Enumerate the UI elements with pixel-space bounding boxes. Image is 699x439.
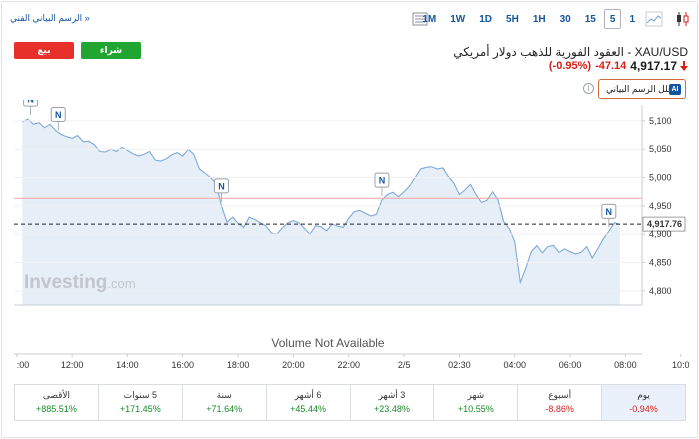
candlestick-icon[interactable] — [675, 10, 691, 28]
performance-cell[interactable]: الأقصى +885.51% — [15, 385, 98, 420]
interval-15[interactable]: 15 — [584, 14, 596, 25]
performance-value: +23.48% — [374, 404, 410, 414]
x-tick-label: 20:00 — [282, 360, 305, 370]
ai-badge: AI — [669, 84, 681, 95]
price-row: (-0.95%) -47.14 4,917.17 — [549, 59, 688, 73]
x-tick-label: 08:00 — [614, 360, 637, 370]
performance-period: الأقصى — [42, 390, 71, 400]
performance-value: +885.51% — [36, 404, 77, 414]
performance-period: 6 أشهر — [294, 390, 322, 400]
performance-table: يوم -0.94% أسبوع -8.86% شهر +10.55% 3 أشهر +23.… — [14, 384, 686, 421]
last-price-tag-label: 4,917.76 — [647, 219, 682, 229]
performance-value: +71.64% — [206, 404, 243, 414]
news-marker-label: N — [55, 110, 62, 120]
performance-cell[interactable]: 5 سنوات +171.45% — [97, 385, 182, 420]
volume-not-available: Volume Not Available — [271, 336, 385, 350]
chart-toolbar: الرسم البياني الفني » 1M 1W 1D 5H 1H 30 15 5 1 — [0, 8, 699, 32]
down-arrow-icon — [680, 61, 688, 71]
x-tick-label: 02:30 — [448, 360, 471, 370]
news-marker[interactable] — [213, 178, 229, 194]
x-tick-label: 04:00 — [503, 360, 526, 370]
y-tick-label: 4,800 — [649, 286, 672, 296]
y-tick-label: 5,000 — [649, 173, 672, 183]
performance-cell[interactable]: 6 أشهر +45.44% — [265, 385, 350, 420]
last-price-tag — [642, 216, 686, 232]
x-tick-label: 06:00 — [559, 360, 582, 370]
change-percent: (-0.95%) — [548, 60, 592, 72]
news-marker-label: N — [606, 207, 613, 217]
interval-1[interactable]: 1 — [629, 14, 635, 25]
price-area — [22, 119, 620, 305]
performance-value: +45.44% — [290, 404, 326, 414]
y-tick-label: 5,100 — [649, 116, 672, 126]
performance-cell[interactable]: سنة +71.64% — [181, 385, 266, 420]
technical-chart-link[interactable]: الرسم البياني الفني » — [10, 13, 90, 23]
performance-period: 5 سنوات — [123, 390, 158, 400]
performance-period: 3 أشهر — [378, 390, 406, 400]
x-tick-label: :00 — [17, 360, 30, 370]
news-marker-label: N — [379, 176, 386, 186]
price-line — [22, 118, 621, 285]
area-chart-icon[interactable] — [645, 10, 663, 28]
x-tick-label: 12:00 — [61, 360, 84, 370]
x-tick-label: 10:0 — [672, 360, 690, 370]
performance-value: -8.86% — [545, 404, 574, 414]
performance-period: شهر — [467, 390, 485, 400]
info-icon[interactable]: i — [583, 83, 594, 94]
performance-cell[interactable]: 3 أشهر +23.48% — [349, 385, 434, 420]
y-tick-label: 4,850 — [649, 258, 672, 268]
performance-cell[interactable]: أسبوع -8.86% — [517, 385, 601, 420]
interval-5[interactable]: 5 — [603, 9, 622, 29]
interval-1w[interactable]: 1W — [450, 14, 466, 25]
performance-cell[interactable]: يوم -0.94% — [601, 385, 685, 420]
news-marker-label: N — [218, 181, 225, 191]
x-tick-label: 2/5 — [398, 360, 411, 370]
y-tick-label: 5,050 — [649, 144, 672, 154]
interval-5h[interactable]: 5H — [506, 14, 519, 25]
interval-1h[interactable]: 1H — [532, 14, 546, 25]
x-tick-label: 14:00 — [116, 360, 139, 370]
x-tick-label: 18:00 — [227, 360, 250, 370]
last-price: 4,917.17 — [630, 59, 677, 73]
news-marker-label: N — [27, 100, 34, 105]
performance-value: -0.94% — [629, 404, 658, 414]
x-tick-label: 16:00 — [171, 360, 194, 370]
sell-button[interactable]: بيع — [14, 42, 74, 59]
analyze-chart-button[interactable]: حلل الرسم البياني AI — [598, 79, 686, 99]
performance-value: +10.55% — [457, 404, 494, 414]
investing-watermark: Investing.com — [24, 272, 136, 293]
y-tick-label: 4,900 — [649, 229, 672, 239]
price-chart[interactable]: 4,917.76 N N N N N 5,100 5,050 5,000 4,950 4,900… — [0, 100, 699, 378]
performance-period: أسبوع — [548, 390, 572, 400]
performance-value: +171.45% — [119, 404, 161, 414]
news-marker[interactable] — [50, 106, 66, 122]
performance-period: يوم — [637, 390, 650, 400]
table-icon[interactable] — [411, 10, 429, 28]
performance-cell[interactable]: شهر +10.55% — [433, 385, 517, 420]
interval-1d[interactable]: 1D — [479, 14, 493, 25]
x-tick-label: 22:00 — [337, 360, 360, 370]
analyze-chart-label: حلل الرسم البياني — [606, 84, 674, 94]
y-tick-label: 4,950 — [649, 201, 672, 211]
interval-selector: 1M 1W 1D 5H 1H 30 15 5 1 — [414, 9, 641, 29]
buy-button[interactable]: شراء — [81, 42, 141, 59]
instrument-title: XAU/USD - العقود الفورية للذهب دولار أمر… — [453, 45, 688, 59]
interval-1m[interactable]: 1M — [422, 14, 437, 25]
change-value: -47.14 — [595, 60, 627, 72]
performance-period: سنة — [216, 390, 232, 400]
interval-30[interactable]: 30 — [559, 14, 571, 25]
